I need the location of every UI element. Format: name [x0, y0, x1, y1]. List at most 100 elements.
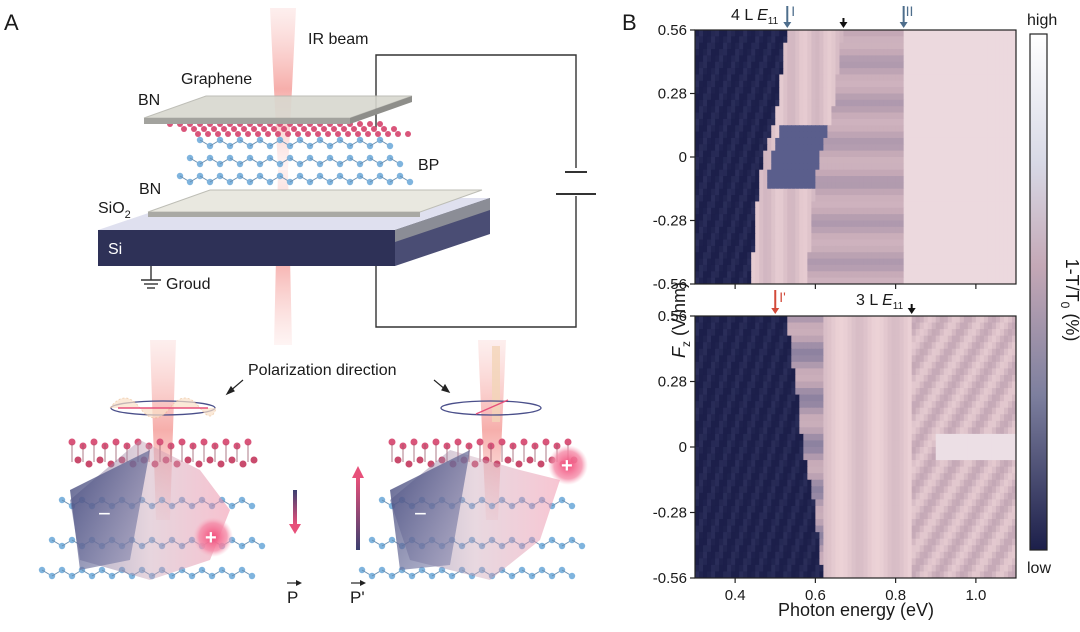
heatmap-cell: [751, 42, 756, 50]
heatmap-cell: [1003, 381, 1009, 389]
heatmap-cell: [911, 150, 917, 158]
heatmap-cell: [903, 106, 909, 114]
heatmap-cell: [995, 176, 1001, 183]
heatmap-cell: [967, 342, 973, 350]
heatmap-cell: [883, 99, 889, 107]
heatmap-cell: [867, 157, 873, 164]
heatmap-cell: [859, 264, 865, 272]
heatmap-cell: [851, 131, 857, 139]
heatmap-cell: [771, 220, 776, 228]
heatmap-cell: [759, 93, 764, 101]
heatmap-cell: [867, 188, 873, 196]
heatmap-cell: [951, 401, 957, 409]
heatmap-cell: [867, 176, 873, 183]
heatmap-cell: [807, 226, 812, 234]
heatmap-cell: [863, 316, 869, 324]
heatmap-cell: [823, 169, 829, 177]
heatmap-cell: [987, 277, 993, 284]
heatmap-cell: [931, 226, 937, 234]
heatmap-cell: [971, 368, 977, 376]
heatmap-cell: [1003, 137, 1009, 145]
heatmap-cell: [915, 201, 921, 209]
heatmap-cell: [895, 329, 901, 337]
heatmap-cell: [815, 137, 820, 145]
heatmap-cell: [735, 30, 740, 37]
heatmap-cell: [931, 195, 937, 203]
heatmap-cell: [727, 80, 732, 88]
heatmap-cell: [1011, 361, 1016, 369]
heatmap-cell: [991, 233, 997, 241]
heatmap-cell: [783, 36, 788, 44]
heatmap-cell: [991, 106, 997, 114]
heatmap-cell: [975, 368, 981, 376]
heatmap-cell: [719, 264, 724, 272]
heatmap-cell: [947, 87, 953, 95]
graphene-atom: [381, 126, 387, 132]
heatmap-cell: [699, 348, 704, 356]
heatmap-cell: [707, 277, 712, 284]
heatmap-cell: [799, 169, 804, 177]
heatmap-cell: [811, 163, 816, 171]
heatmap-cell: [775, 252, 780, 260]
heatmap-cell: [795, 49, 800, 56]
heatmap-cell: [747, 361, 752, 369]
heatmap-cell: [767, 99, 772, 107]
heatmap-cell: [751, 277, 756, 284]
heatmap-cell: [979, 80, 985, 88]
heatmap-cell: [907, 144, 913, 152]
heatmap-cell: [895, 157, 901, 164]
heatmap-cell: [715, 368, 720, 376]
heatmap-cell: [699, 277, 704, 284]
heatmap-cell: [815, 245, 820, 253]
heatmap-cell: [927, 368, 933, 376]
heatmap-cell: [907, 207, 913, 215]
heatmap-cell: [819, 407, 824, 415]
heatmap-cell: [699, 87, 704, 95]
heatmap-cell: [763, 30, 768, 37]
heatmap-cell: [811, 169, 816, 177]
heatmap-cell: [815, 374, 820, 383]
heatmap-cell: [827, 342, 833, 350]
heatmap-cell: [991, 374, 997, 383]
heatmap-cell: [795, 220, 800, 228]
heatmap-cell: [799, 176, 804, 183]
heatmap-cell: [711, 182, 716, 190]
heatmap-cell: [831, 169, 837, 177]
heatmap-cell: [995, 61, 1001, 69]
heatmap-cell: [807, 316, 812, 324]
heatmap-cell: [887, 74, 893, 82]
heatmap-cell: [835, 80, 841, 88]
heatmap-cell: [919, 68, 925, 76]
heatmap-cell: [695, 106, 700, 114]
heatmap-cell: [831, 42, 837, 50]
heatmap-cell: [919, 220, 925, 228]
heatmap-cell: [923, 361, 929, 369]
heatmap-cell: [927, 87, 933, 95]
heatmap-cell: [839, 157, 845, 164]
heatmap-cell: [723, 207, 728, 215]
heatmap-cell: [779, 201, 784, 209]
heatmap-cell: [755, 355, 760, 363]
heatmap-cell: [815, 329, 820, 337]
heatmap-cell: [1003, 368, 1009, 376]
heatmap-cell: [931, 407, 937, 415]
heatmap-cell: [915, 207, 921, 215]
heatmap-cell: [983, 258, 989, 266]
heatmap-cell: [943, 394, 949, 402]
heatmap-cell: [787, 233, 792, 241]
heatmap-cell: [935, 36, 941, 44]
heatmap-cell: [951, 271, 957, 279]
heatmap-cell: [987, 55, 993, 63]
heatmap-cell: [743, 106, 748, 114]
heatmap-cell: [799, 368, 804, 376]
heatmap-cell: [791, 245, 796, 253]
heatmap-cell: [987, 394, 993, 402]
heatmap-cell: [907, 42, 913, 50]
heatmap-cell: [995, 49, 1001, 56]
heatmap-cell: [859, 322, 865, 330]
graphene-atom: [321, 126, 327, 132]
heatmap-cell: [931, 125, 937, 133]
heatmap-cell: [779, 342, 784, 350]
heatmap-cell: [827, 348, 833, 356]
heatmap-cell: [995, 169, 1001, 177]
